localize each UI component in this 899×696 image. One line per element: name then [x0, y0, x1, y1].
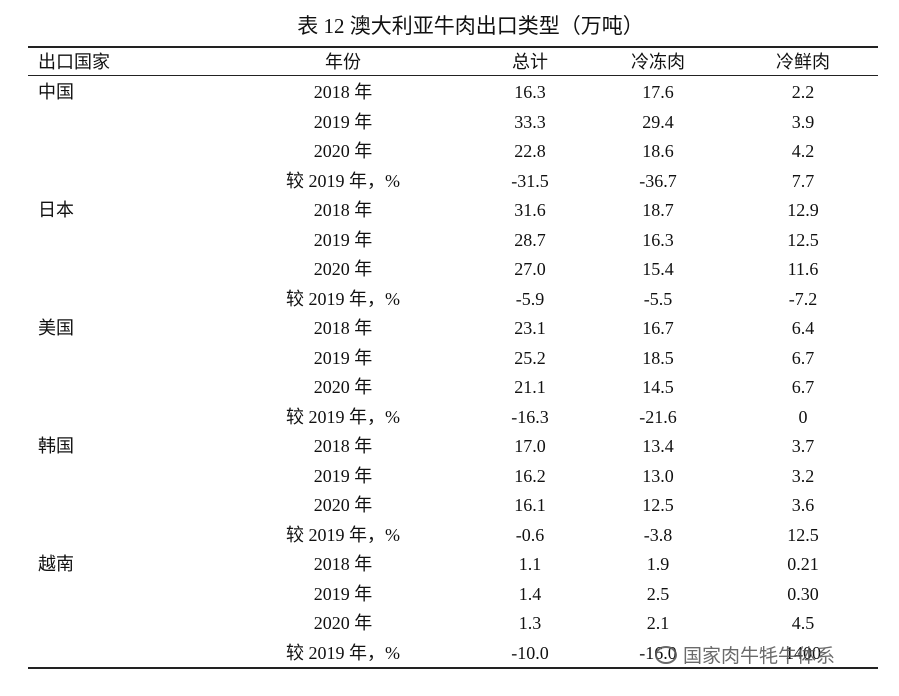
watermark: 国家肉牛牦牛体系 [655, 641, 835, 668]
total-header: 总计 [512, 52, 548, 72]
year-header: 年份 [325, 52, 361, 72]
total-cell: 27.0 [514, 259, 546, 279]
year-cell: 较 2019 年，% [286, 642, 400, 663]
frozen-cell: 13.0 [642, 465, 674, 486]
chilled-cell: 3.6 [791, 495, 815, 515]
total-cell: 25.2 [514, 347, 546, 368]
header-rule [28, 75, 878, 76]
chilled-cell: 7.7 [791, 170, 815, 191]
year-cell: 较 2019 年，% [286, 170, 400, 191]
year-cell: 2019 年 [313, 583, 373, 604]
chilled-cell: 0.21 [787, 554, 819, 574]
frozen-cell: 15.4 [642, 259, 674, 279]
chilled-cell: 3.7 [791, 436, 815, 456]
frozen-cell: -3.8 [643, 524, 673, 545]
frozen-cell: 14.5 [642, 377, 674, 397]
chilled-cell: 12.9 [787, 200, 819, 220]
chilled-cell: 2.2 [791, 82, 815, 102]
total-cell: 1.3 [518, 613, 542, 633]
total-cell: 23.1 [514, 318, 546, 338]
country: 中国 [38, 82, 74, 102]
total-cell: 16.2 [514, 465, 546, 486]
frozen-cell: 17.6 [642, 82, 674, 102]
year-cell: 2018 年 [313, 554, 373, 574]
chilled-cell: 12.5 [787, 524, 819, 545]
country: 日本 [38, 200, 74, 220]
year-cell: 2018 年 [313, 200, 373, 220]
country: 美国 [38, 318, 74, 338]
bottom-rule [28, 667, 878, 669]
chilled-cell: 6.7 [791, 377, 815, 397]
frozen-cell: 2.5 [646, 583, 670, 604]
year-cell: 2019 年 [313, 347, 373, 368]
table-title: 表 12 澳大利亚牛肉出口类型（万吨） [297, 14, 644, 38]
frozen-cell: 12.5 [642, 495, 674, 515]
top-rule [28, 46, 878, 48]
total-cell: -0.6 [515, 524, 545, 545]
chilled-cell: -7.2 [788, 288, 818, 309]
chilled-header: 冷鲜肉 [776, 52, 830, 72]
frozen-cell: 16.7 [642, 318, 674, 338]
total-cell: -16.3 [511, 406, 549, 427]
frozen-cell: 1.9 [646, 554, 670, 574]
chilled-cell: 11.6 [787, 259, 819, 279]
frozen-cell: -21.6 [639, 406, 677, 427]
chilled-cell: 6.7 [791, 347, 815, 368]
chilled-cell: 3.9 [791, 111, 815, 132]
year-cell: 2019 年 [313, 465, 373, 486]
year-cell: 较 2019 年，% [286, 524, 400, 545]
frozen-cell: 18.6 [642, 141, 674, 161]
year-cell: 2020 年 [313, 377, 373, 397]
frozen-cell: 18.7 [642, 200, 674, 220]
year-cell: 2020 年 [313, 141, 373, 161]
chilled-cell: 0 [798, 406, 808, 427]
chilled-cell: 12.5 [787, 229, 819, 250]
total-cell: 1.1 [518, 554, 542, 574]
year-cell: 2018 年 [313, 82, 373, 102]
chilled-cell: 1400 [785, 642, 821, 663]
total-cell: 33.3 [514, 111, 546, 132]
country: 越南 [38, 554, 74, 574]
frozen-cell: -5.5 [643, 288, 673, 309]
year-cell: 2020 年 [313, 613, 373, 633]
frozen-cell: -36.7 [639, 170, 677, 191]
chilled-cell: 3.2 [791, 465, 815, 486]
frozen-header: 冷冻肉 [631, 52, 685, 72]
frozen-cell: 29.4 [642, 111, 674, 132]
total-cell: 16.1 [514, 495, 546, 515]
country: 韩国 [38, 436, 74, 456]
year-cell: 2019 年 [313, 229, 373, 250]
total-cell: 17.0 [514, 436, 546, 456]
year-cell: 2020 年 [313, 495, 373, 515]
country-header: 出口国家 [38, 52, 110, 72]
total-cell: 1.4 [518, 583, 542, 604]
total-cell: -31.5 [511, 170, 549, 191]
frozen-cell: 2.1 [646, 613, 670, 633]
watermark-text: 国家肉牛牦牛体系 [683, 645, 836, 667]
year-cell: 较 2019 年，% [286, 406, 400, 427]
total-cell: 31.6 [514, 200, 546, 220]
total-cell: 28.7 [514, 229, 546, 250]
chilled-cell: 4.5 [791, 613, 815, 633]
total-cell: 22.8 [514, 141, 546, 161]
total-cell: 16.3 [514, 82, 546, 102]
chilled-cell: 0.30 [787, 583, 819, 604]
total-cell: 21.1 [514, 377, 546, 397]
frozen-cell: 18.5 [642, 347, 674, 368]
total-cell: -10.0 [511, 642, 549, 663]
year-cell: 2019 年 [313, 111, 373, 132]
year-cell: 2020 年 [313, 259, 373, 279]
year-cell: 较 2019 年，% [286, 288, 400, 309]
frozen-cell: 13.4 [642, 436, 674, 456]
year-cell: 2018 年 [313, 318, 373, 338]
chilled-cell: 4.2 [791, 141, 815, 161]
year-cell: 2018 年 [313, 436, 373, 456]
frozen-cell: 16.3 [642, 229, 674, 250]
chilled-cell: 6.4 [791, 318, 815, 338]
total-cell: -5.9 [515, 288, 545, 309]
